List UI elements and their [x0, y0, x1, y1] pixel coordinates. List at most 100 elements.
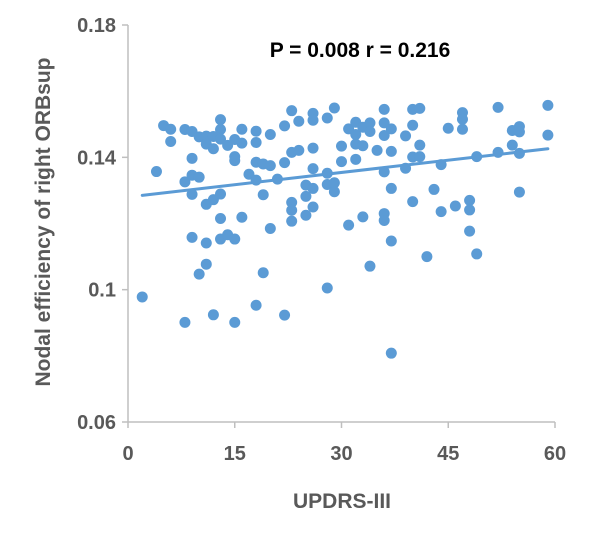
data-point — [236, 211, 248, 223]
data-point — [215, 188, 227, 200]
data-point — [513, 147, 525, 159]
x-tick-label: 60 — [544, 443, 566, 465]
data-point — [186, 188, 198, 200]
data-point — [400, 162, 412, 174]
data-point — [336, 140, 347, 152]
data-point — [385, 182, 397, 194]
data-point — [307, 142, 319, 154]
data-point — [136, 291, 148, 303]
data-point — [200, 258, 212, 270]
x-tick-label: 45 — [437, 443, 459, 465]
data-point — [378, 215, 390, 227]
data-point — [414, 151, 426, 163]
data-point — [385, 145, 397, 157]
axes: 0.06 0.1 0.14 0.18 0 15 30 45 60 — [77, 15, 566, 465]
data-point — [307, 201, 319, 213]
data-point — [207, 143, 219, 155]
data-point — [193, 268, 205, 280]
data-point — [229, 233, 241, 245]
data-point — [464, 225, 476, 237]
y-axis-title: Nodal efficiency of right ORBsup — [32, 57, 55, 386]
data-point — [257, 267, 269, 279]
data-point — [435, 159, 447, 171]
data-point — [264, 160, 276, 172]
data-point — [271, 173, 283, 185]
data-point — [165, 135, 177, 147]
data-point — [357, 140, 369, 152]
data-point — [328, 177, 340, 189]
data-point — [264, 222, 276, 234]
data-point — [343, 219, 355, 231]
data-point — [165, 123, 177, 135]
data-point — [300, 190, 312, 202]
data-point — [378, 129, 390, 141]
data-point — [321, 112, 333, 124]
data-point — [250, 174, 262, 186]
y-tick-label: 0.1 — [88, 280, 116, 302]
data-point — [414, 102, 426, 114]
text-layer: P = 0.008 r = 0.216 UPDRS-III Nodal effi… — [32, 39, 450, 513]
data-point — [293, 144, 305, 156]
data-point — [350, 129, 362, 141]
data-point — [200, 237, 212, 249]
data-point — [435, 206, 447, 218]
data-point — [364, 260, 376, 272]
data-point — [371, 144, 383, 156]
data-point — [250, 125, 262, 137]
data-point — [229, 316, 241, 328]
data-point — [193, 171, 205, 183]
data-point — [279, 157, 291, 169]
data-point — [407, 119, 419, 131]
data-point — [506, 139, 518, 151]
data-point — [286, 196, 298, 208]
data-point — [464, 194, 476, 206]
data-point — [364, 117, 376, 129]
data-point — [328, 186, 340, 198]
data-point — [207, 309, 219, 321]
data-point — [279, 309, 291, 321]
data-point — [250, 299, 262, 311]
data-point — [321, 167, 333, 179]
data-point — [542, 129, 554, 141]
data-point — [464, 204, 476, 216]
data-point — [378, 103, 390, 115]
data-point — [307, 114, 319, 126]
y-tick-label: 0.06 — [77, 412, 116, 434]
data-point — [215, 213, 227, 225]
data-point — [456, 113, 468, 125]
data-point — [307, 182, 319, 194]
data-point — [179, 176, 191, 188]
points-layer — [136, 99, 554, 359]
data-point — [442, 122, 454, 134]
data-point — [300, 209, 312, 221]
data-point — [286, 215, 298, 227]
data-point — [286, 204, 298, 216]
data-point — [492, 146, 504, 158]
data-point — [250, 136, 262, 148]
data-point — [449, 200, 461, 212]
data-point — [513, 126, 525, 138]
data-point — [279, 120, 291, 132]
data-point — [407, 196, 419, 208]
data-point — [471, 248, 483, 260]
data-point — [215, 114, 227, 126]
data-point — [385, 235, 397, 247]
data-point — [421, 251, 433, 263]
data-point — [321, 282, 333, 294]
y-tick-label: 0.18 — [77, 15, 116, 37]
data-point — [456, 123, 468, 135]
data-point — [229, 155, 241, 167]
x-axis-title: UPDRS-III — [293, 490, 391, 513]
data-point — [215, 124, 227, 136]
data-point — [357, 211, 369, 223]
data-point — [350, 153, 362, 165]
data-point — [385, 123, 397, 135]
trendline-layer — [140, 147, 550, 197]
data-point — [186, 152, 198, 164]
data-point — [150, 166, 162, 178]
data-point — [414, 139, 426, 151]
trendline — [140, 147, 550, 197]
data-point — [293, 115, 305, 127]
data-point — [385, 347, 397, 359]
